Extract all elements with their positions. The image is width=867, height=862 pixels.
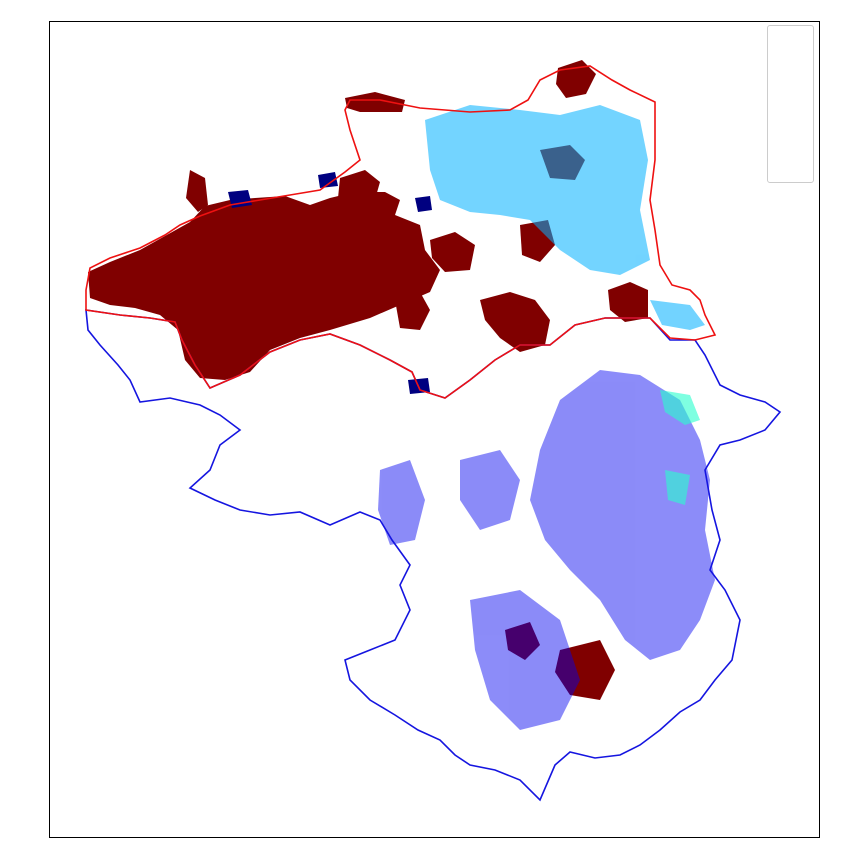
class-1-area <box>378 370 715 730</box>
class-9-area <box>88 60 648 700</box>
class-4-patches <box>660 390 700 505</box>
pyrenees-orientales-boundary <box>85 65 717 399</box>
class-3-area <box>425 105 705 330</box>
class-hash-patches <box>228 172 432 394</box>
plot-frame <box>49 21 820 838</box>
legend <box>767 25 814 183</box>
